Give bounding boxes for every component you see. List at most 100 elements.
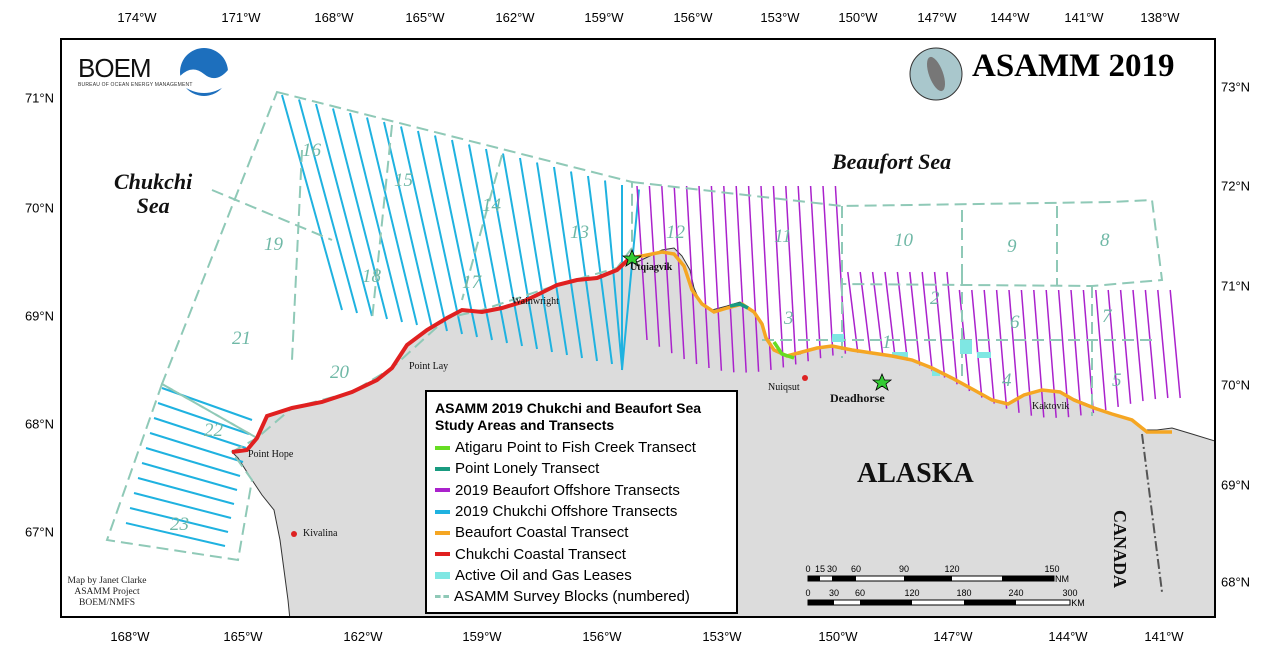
legend-item: 2019 Chukchi Offshore Transects xyxy=(435,501,728,522)
bottom-tick-label: 159°W xyxy=(462,629,502,644)
beaufort-transect-line xyxy=(1008,289,1020,413)
scale-km-tick: 300 xyxy=(1062,588,1078,598)
beaufort-transect-line xyxy=(1132,289,1144,402)
beaufort-transect-line xyxy=(772,185,785,368)
scale-bar xyxy=(807,575,1071,606)
chukchi-transect-line xyxy=(587,175,613,365)
top-tick-label: 153°W xyxy=(760,10,800,25)
top-tick-label: 138°W xyxy=(1140,10,1180,25)
chukchi-transect-line xyxy=(141,462,238,491)
beaufort-transect-line xyxy=(1169,289,1181,399)
block-number-4: 4 xyxy=(1002,370,1012,391)
scale-km-tick: 180 xyxy=(956,588,972,598)
beaufort-transect-line xyxy=(747,185,760,372)
map-frame: BOEM BUREAU OF OCEAN ENERGY MANAGEMENT A… xyxy=(60,38,1216,618)
deadhorse-star-icon xyxy=(871,372,893,391)
chukchi-transect-line xyxy=(383,121,433,329)
beaufort-transect-line xyxy=(933,271,946,378)
right-tick-label: 69°N xyxy=(1221,477,1251,493)
scale-nm-tick: 30 xyxy=(826,564,838,574)
map-credit: Map by Janet Clarke ASAMM Project BOEM/NMF… xyxy=(67,576,147,608)
top-tick-label: 168°W xyxy=(314,10,354,25)
chukchi-transect-line xyxy=(434,135,478,338)
legend-swatch xyxy=(435,571,450,579)
atigaru-fish-creek-transect xyxy=(772,341,795,360)
chukchi-transect-line xyxy=(502,153,538,350)
survey-blocks xyxy=(105,90,1164,562)
chukchi-transect-line xyxy=(133,492,232,519)
legend-label: Active Oil and Gas Leases xyxy=(455,566,632,584)
beaufort-transect-line xyxy=(673,185,685,360)
chukchi-transect-line xyxy=(332,108,388,320)
bottom-tick-label: 141°W xyxy=(1144,629,1184,644)
beaufort-transect-line xyxy=(1119,289,1132,404)
scale-km-tick: 60 xyxy=(854,588,866,598)
legend-item: ASAMM Survey Blocks (numbered) xyxy=(435,586,728,607)
nuiqsut-label: Nuiqsut xyxy=(768,382,800,393)
beaufort-transect-line xyxy=(698,185,710,369)
legend-label: 2019 Beaufort Offshore Transects xyxy=(455,481,680,499)
top-tick-label: 141°W xyxy=(1064,10,1104,25)
chukchi-transect-line xyxy=(298,99,358,314)
chukchi-transect-line xyxy=(125,522,226,547)
beaufort-transect-line xyxy=(946,271,958,385)
beaufort-transect-line xyxy=(1144,289,1157,400)
legend-label: Chukchi Coastal Transect xyxy=(455,545,626,563)
block-number-12: 12 xyxy=(666,222,685,243)
utqiagvik-label: Utqiagvik xyxy=(630,262,673,273)
beaufort-transect-line xyxy=(859,271,871,353)
beaufort-transect-line xyxy=(636,185,648,341)
legend-swatch xyxy=(435,488,450,493)
chukchi-offshore-transects xyxy=(125,94,640,547)
block-number-6: 6 xyxy=(1010,312,1020,333)
canada-border xyxy=(1141,433,1163,593)
scale-nm-tick: 120 xyxy=(944,564,960,574)
beaufort-sea-label: Beaufort Sea xyxy=(832,149,952,174)
bottom-tick-label: 147°W xyxy=(933,629,973,644)
beaufort-transect-line xyxy=(1095,289,1107,411)
block-number-1: 1 xyxy=(882,332,892,353)
block-number-15: 15 xyxy=(394,170,413,191)
beaufort-transect-line xyxy=(735,185,747,373)
beaufort-transect-line xyxy=(983,289,995,404)
chukchi-transect-line xyxy=(519,157,553,353)
block-number-17: 17 xyxy=(462,272,481,293)
chukchi-transect-line xyxy=(536,162,568,356)
top-tick-label: 162°W xyxy=(495,10,535,25)
right-tick-label: 71°N xyxy=(1221,278,1251,294)
legend-title: ASAMM 2019 Chukchi and Beaufort Sea Stud… xyxy=(435,400,702,433)
beaufort-transect-line xyxy=(661,185,673,354)
kivalina-label: Kivalina xyxy=(303,528,338,539)
beaufort-transect-line xyxy=(685,185,698,365)
scale-unit: KM xyxy=(1071,598,1085,608)
legend-item: 2019 Beaufort Offshore Transects xyxy=(435,480,728,501)
wainwright-label: Wainwright xyxy=(512,296,559,307)
top-tick-label: 174°W xyxy=(117,10,157,25)
top-tick-label: 159°W xyxy=(584,10,624,25)
boem-subtitle: BUREAU OF OCEAN ENERGY MANAGEMENT xyxy=(78,82,193,88)
top-tick-label: 147°W xyxy=(917,10,957,25)
scale-nm-tick: 90 xyxy=(898,564,910,574)
beaufort-transect-line xyxy=(995,289,1008,409)
chukchi-transect-line xyxy=(153,417,247,449)
legend: ASAMM 2019 Chukchi and Beaufort Sea Stud… xyxy=(425,390,738,614)
point-lonely-transect xyxy=(729,302,749,310)
canada-label: CANADA xyxy=(1110,510,1130,588)
top-tick-label: 156°W xyxy=(673,10,713,25)
chukchi-transect-line xyxy=(485,148,523,347)
beaufort-transect-line xyxy=(785,185,797,365)
chukchi-transect-line xyxy=(157,402,250,435)
beaufort-transect-line xyxy=(648,185,661,347)
chukchi-coastal-transect xyxy=(231,256,632,454)
deadhorse-label: Deadhorse xyxy=(830,391,885,405)
right-tick-label: 73°N xyxy=(1221,79,1251,95)
legend-item: Chukchi Coastal Transect xyxy=(435,543,728,564)
left-tick-label: 70°N xyxy=(24,200,54,216)
map-title: ASAMM 2019 xyxy=(972,48,1175,84)
right-tick-label: 70°N xyxy=(1221,377,1251,393)
right-tick-label: 72°N xyxy=(1221,178,1251,194)
legend-item: Point Lonely Transect xyxy=(435,458,728,479)
chukchi-transect-line xyxy=(621,189,640,371)
chukchi-transect-line xyxy=(349,112,403,323)
kaktovik-label: Kaktovik xyxy=(1032,401,1070,412)
